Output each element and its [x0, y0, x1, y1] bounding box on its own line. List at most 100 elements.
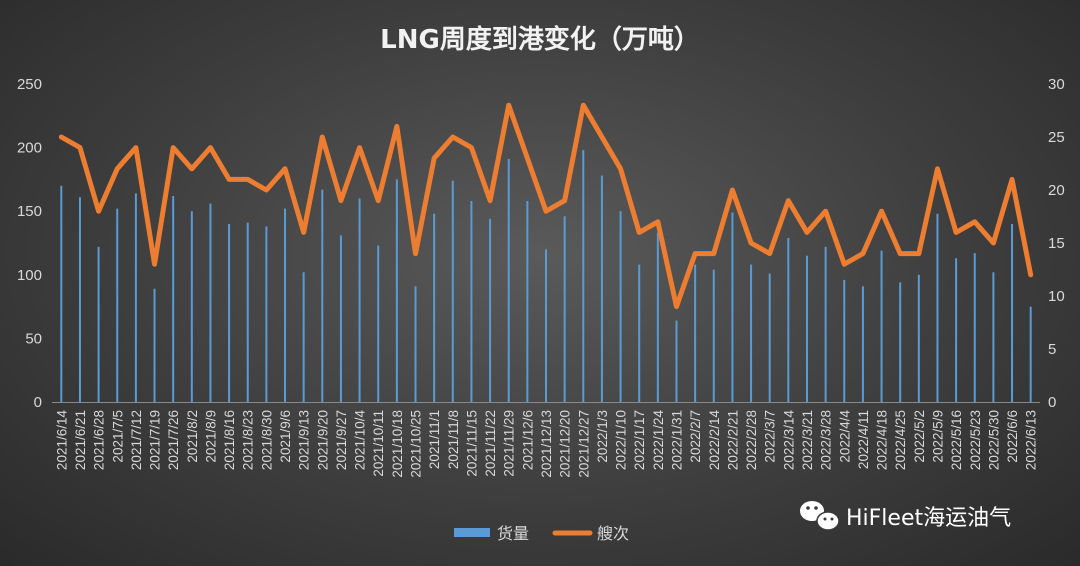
bar: [433, 213, 436, 402]
x-tick-label: 2021/11/15: [464, 410, 479, 477]
bar: [190, 211, 193, 402]
x-tick-label: 2022/5/30: [986, 410, 1001, 470]
bar: [172, 195, 175, 402]
y-right-tick-label: 30: [1048, 76, 1065, 93]
bar: [321, 189, 324, 402]
bar: [153, 288, 156, 402]
x-tick-label: 2021/12/6: [520, 410, 535, 470]
bar: [917, 274, 920, 402]
x-tick-label: 2022/1/10: [614, 410, 629, 470]
x-tick-label: 2022/6/13: [1024, 410, 1039, 470]
x-tick-label: 2022/3/28: [819, 410, 834, 470]
bar: [582, 150, 585, 402]
bar: [731, 212, 734, 402]
x-axis: 2021/6/14 2021/6/21 2021/6/28 2021/7/5 2021/…: [52, 402, 1040, 478]
x-tick-label: 2022/5/16: [949, 410, 964, 470]
legend: 货量 艘次: [454, 524, 629, 543]
x-tick-label: 2022/4/18: [875, 410, 890, 470]
bar: [526, 201, 529, 402]
x-tick-label: 2021/10/18: [390, 410, 405, 478]
x-tick-label: 2021/9/20: [315, 410, 330, 470]
bar: [675, 320, 678, 402]
bar: [489, 218, 492, 402]
x-tick-label: 2021/6/21: [73, 410, 88, 470]
x-tick-label: 2022/1/31: [669, 410, 684, 470]
x-tick-label: 2022/1/17: [632, 410, 647, 470]
x-tick-label: 2021/10/4: [353, 410, 368, 471]
bar: [992, 272, 995, 402]
x-tick-label: 2021/8/30: [259, 410, 274, 470]
x-tick-label: 2022/1/3: [595, 410, 610, 463]
legend-bar-swatch: [454, 528, 490, 537]
bar: [1011, 223, 1014, 402]
watermark-text: HiFleet海运油气: [846, 506, 1011, 531]
x-tick-label: 2021/8/23: [241, 410, 256, 470]
y-right-tick-label: 10: [1048, 288, 1065, 305]
bar: [302, 272, 305, 402]
bar: [209, 203, 212, 402]
y-right-tick-label: 0: [1048, 394, 1056, 411]
bar: [414, 286, 417, 402]
x-tick-label: 2021/11/22: [483, 410, 498, 477]
y-left-tick-label: 50: [25, 330, 42, 347]
line-series: [58, 102, 1034, 310]
y-left-tick-label: 150: [17, 203, 42, 220]
bar: [246, 222, 249, 402]
x-tick-label: 2021/11/1: [427, 410, 442, 469]
x-tick-label: 2021/7/5: [110, 410, 125, 463]
x-tick-label: 2022/4/11: [856, 410, 871, 469]
bar: [787, 237, 790, 402]
bar: [377, 245, 380, 402]
bar: [638, 264, 641, 402]
x-tick-label: 2022/4/4: [837, 410, 852, 463]
x-tick-label: 2021/12/20: [558, 410, 573, 478]
wechat-icon: [800, 501, 840, 531]
x-tick-label: 2022/5/9: [930, 410, 945, 463]
legend-bar-label: 货量: [497, 524, 529, 543]
bar: [600, 175, 603, 402]
bar: [619, 211, 622, 402]
y-right-tick-label: 25: [1048, 129, 1065, 146]
x-tick-label: 2022/3/21: [800, 410, 815, 470]
bar: [955, 258, 958, 402]
x-tick-label: 2021/11/8: [446, 410, 461, 469]
x-tick-label: 2022/5/23: [968, 410, 983, 470]
watermark: HiFleet海运油气: [800, 501, 1011, 531]
bar: [395, 179, 398, 402]
right-axis: 0 5 10 15 20 25 30: [1048, 76, 1065, 411]
bar: [880, 250, 883, 402]
x-tick-label: 2021/9/27: [334, 410, 349, 470]
series-line: [58, 102, 1034, 310]
x-tick-label: 2022/2/14: [707, 410, 722, 471]
bar: [861, 286, 864, 402]
x-tick-label: 2021/8/9: [203, 410, 218, 463]
y-left-tick-label: 0: [34, 394, 42, 411]
x-tick-label: 2021/9/6: [278, 410, 293, 463]
bar: [805, 255, 808, 402]
x-tick-label: 2021/6/14: [54, 410, 69, 471]
y-left-tick-label: 200: [17, 140, 42, 157]
bar: [228, 223, 231, 402]
bar: [843, 279, 846, 402]
x-tick-label: 2021/10/11: [371, 410, 386, 477]
legend-line-label: 艘次: [597, 524, 629, 543]
bar: [768, 273, 771, 402]
x-tick-label: 2022/2/7: [688, 410, 703, 463]
bar: [451, 180, 454, 402]
bar: [97, 246, 100, 402]
x-tick-label: 2021/7/19: [148, 410, 163, 470]
y-right-tick-label: 15: [1048, 235, 1065, 252]
bar: [339, 235, 342, 402]
x-tick-label: 2022/2/28: [744, 410, 759, 470]
x-tick-label: 2022/4/25: [893, 410, 908, 470]
bar: [116, 208, 119, 402]
x-tick-label: 2021/7/12: [129, 410, 144, 470]
bar: [750, 264, 753, 402]
bar: [284, 208, 287, 402]
x-tick-label: 2021/6/28: [92, 410, 107, 470]
left-axis: 0 50 100 150 200 250: [17, 76, 42, 411]
bar: [507, 159, 510, 402]
x-tick-label: 2021/12/13: [539, 410, 554, 478]
bar: [545, 249, 547, 402]
